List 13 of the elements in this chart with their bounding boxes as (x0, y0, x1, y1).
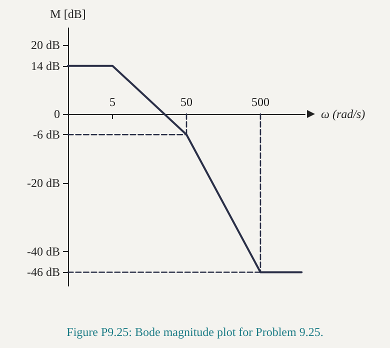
x-tick-label: 5 (110, 95, 116, 109)
caption: Figure P9.25: Bode magnitude plot for Problem 9.25. (66, 325, 324, 339)
y-tick-label: 14 dB (30, 58, 60, 73)
y-tick-label: -46 dB (27, 265, 60, 280)
x-tick-label: 50 (180, 95, 192, 109)
x-tick-label: 500 (251, 95, 270, 109)
y-tick-label: -6 dB (33, 128, 60, 142)
y-tick-label: 0 (54, 107, 60, 121)
y-axis-title: M [dB] (50, 7, 86, 21)
y-tick-label: -40 dB (27, 244, 60, 259)
x-axis-title: ω (rad/s) (321, 107, 366, 121)
y-tick-label: -20 dB (27, 176, 60, 190)
y-tick-label: 20 dB (30, 38, 60, 52)
